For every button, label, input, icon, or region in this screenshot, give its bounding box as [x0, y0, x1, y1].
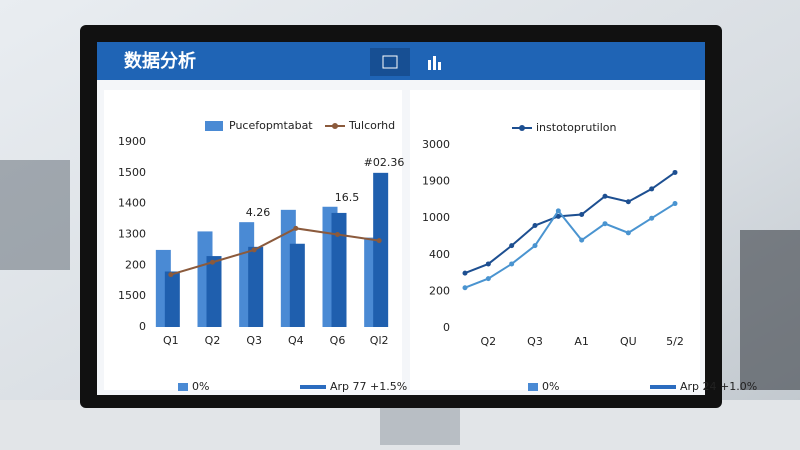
shelf [0, 160, 70, 270]
x-tick-label: Q3 [527, 335, 543, 348]
footer-label: Arp 77 +1.5% [330, 380, 407, 393]
bar [331, 212, 347, 327]
point [210, 259, 215, 265]
point [485, 261, 491, 267]
y-tick-label: 0 [139, 320, 146, 333]
point [532, 223, 538, 229]
bar [289, 243, 305, 327]
point [579, 237, 585, 243]
y-tick-label: 3000 [422, 138, 450, 151]
footer-swatch [528, 383, 538, 391]
point [462, 285, 468, 291]
line [464, 171, 676, 275]
y-tick-label: 1300 [118, 228, 146, 241]
x-tick-label: Q4 [288, 334, 304, 347]
footer-swatch [650, 385, 676, 389]
point [555, 208, 561, 214]
stand [380, 405, 460, 445]
annotation: 4.26 [246, 206, 271, 219]
point [602, 193, 608, 199]
point [509, 261, 515, 267]
y-tick-label: 0 [443, 321, 450, 334]
bar [206, 256, 222, 327]
x-tick-label: Q3 [246, 334, 262, 347]
chair [740, 230, 800, 390]
point [335, 232, 340, 237]
point [376, 238, 382, 244]
x-tick-label: Q6 [330, 334, 346, 347]
footer-swatch [300, 385, 326, 389]
line [464, 202, 676, 289]
point [672, 169, 678, 175]
y-tick-label: 1500 [118, 166, 146, 179]
point [293, 225, 299, 231]
x-tick-label: Q2 [480, 335, 496, 348]
bar [373, 172, 389, 327]
point [649, 186, 655, 192]
legend-label: Tulcorhd [348, 119, 395, 132]
footer-label: Arp 24 +1.0% [680, 380, 757, 393]
annotation: #02.36 [364, 156, 405, 169]
tab-icon [382, 55, 398, 69]
legend-label: instotoprutilon [536, 121, 616, 134]
legend-label: Pucefopmtabat [229, 119, 313, 132]
point [532, 243, 538, 249]
bar [164, 271, 180, 327]
footer-label: 0% [542, 380, 559, 393]
x-tick-label: Ql2 [370, 334, 389, 347]
point [251, 247, 257, 253]
point [602, 221, 608, 227]
footer-swatch [178, 383, 188, 391]
annotation: 16.5 [335, 191, 360, 204]
line [170, 227, 380, 276]
y-tick-label: 1900 [118, 135, 146, 148]
point [672, 201, 678, 207]
point [485, 276, 491, 282]
y-tick-label: 1900 [422, 175, 450, 188]
tab-icon[interactable] [428, 60, 431, 70]
tab-active[interactable] [370, 48, 410, 76]
point [579, 212, 585, 218]
point [649, 215, 655, 221]
x-tick-label: Q1 [163, 334, 179, 347]
point [168, 272, 174, 278]
point [462, 270, 468, 276]
y-tick-label: 1000 [422, 211, 450, 224]
point [555, 213, 561, 219]
legend-swatch [519, 125, 525, 131]
footer-label: 0% [192, 380, 209, 393]
y-tick-label: 200 [125, 258, 146, 271]
point [625, 199, 631, 205]
header-title: 数据分析 [124, 50, 196, 72]
point [625, 230, 631, 236]
point [509, 243, 515, 249]
legend-swatch [205, 121, 223, 131]
legend-swatch [332, 123, 338, 129]
y-tick-label: 1500 [118, 289, 146, 302]
panel [410, 90, 700, 390]
bar [248, 246, 264, 327]
x-tick-label: QU [620, 335, 637, 348]
y-tick-label: 200 [429, 284, 450, 297]
y-tick-label: 1400 [118, 197, 146, 210]
tab-icon [438, 62, 441, 70]
tab-icon [433, 56, 436, 70]
x-tick-label: A1 [574, 335, 589, 348]
x-tick-label: 5/2 [666, 335, 684, 348]
x-tick-label: Q2 [205, 334, 221, 347]
y-tick-label: 400 [429, 248, 450, 261]
